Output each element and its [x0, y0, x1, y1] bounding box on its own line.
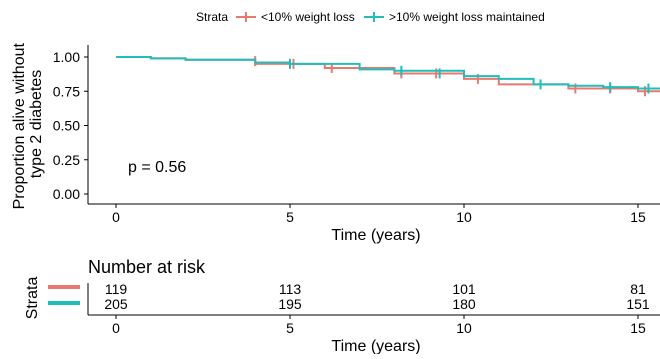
- risk-values: 119 113 101 81 205 195 180 151: [104, 281, 650, 312]
- risk-table-ylabel: Strata: [24, 277, 41, 320]
- risk-value: 205: [104, 296, 128, 312]
- risk-value: 180: [452, 296, 476, 312]
- y-ticks: 0.00 0.25 0.50 0.75 1.00: [53, 49, 88, 202]
- y-tick-label: 0.75: [53, 83, 80, 99]
- y-axis-title-line2: type 2 diabetes: [28, 70, 45, 179]
- x-tick-label: 15: [630, 209, 646, 225]
- risk-table-title: Number at risk: [88, 257, 206, 277]
- x-axis-title: Time (years): [331, 227, 420, 244]
- risk-x-tick-label: 5: [286, 320, 294, 336]
- legend: Strata <10% weight loss >10% weight loss…: [196, 10, 545, 24]
- y-tick-label: 0.50: [53, 118, 80, 134]
- risk-x-tick-label: 10: [456, 320, 472, 336]
- y-axis-title-line1: Proportion alive without: [11, 43, 28, 210]
- risk-value: 119: [105, 281, 128, 297]
- y-tick-label: 0.00: [53, 186, 80, 202]
- risk-ticks: 0 5 10 15: [112, 315, 646, 336]
- km-curves: [116, 56, 660, 97]
- x-tick-label: 5: [286, 209, 294, 225]
- x-tick-label: 0: [112, 209, 120, 225]
- risk-value: 81: [630, 281, 646, 297]
- p-value: p = 0.56: [128, 159, 186, 176]
- risk-value: 113: [279, 281, 302, 297]
- legend-title: Strata: [196, 10, 228, 24]
- km-curve-series-2: [116, 56, 660, 90]
- y-tick-label: 0.25: [53, 152, 80, 168]
- y-axis-title: Proportion alive without type 2 diabetes: [11, 39, 45, 210]
- x-tick-label: 10: [456, 209, 472, 225]
- y-tick-label: 1.00: [53, 49, 80, 65]
- risk-x-tick-label: 0: [112, 320, 120, 336]
- risk-value: 151: [626, 296, 650, 312]
- legend-label-lt10: <10% weight loss: [261, 10, 355, 24]
- main-plot: 0.00 0.25 0.50 0.75 1.00 0 5 10 15 p = 0.56 Tim…: [11, 39, 660, 244]
- risk-value: 195: [278, 296, 302, 312]
- x-ticks: 0 5 10 15: [112, 204, 646, 225]
- risk-x-tick-label: 15: [630, 320, 646, 336]
- risk-value: 101: [452, 281, 476, 297]
- legend-label-gt10: >10% weight loss maintained: [389, 10, 545, 24]
- risk-x-axis-title: Time (years): [331, 338, 420, 354]
